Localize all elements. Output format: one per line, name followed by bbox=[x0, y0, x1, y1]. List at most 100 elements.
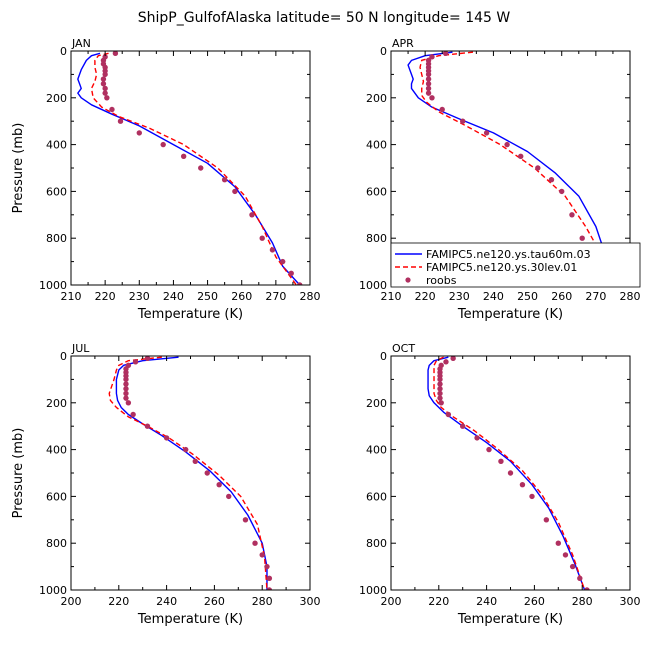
obs-point bbox=[259, 552, 265, 558]
y-tick-label: 800 bbox=[46, 232, 67, 245]
obs-point bbox=[123, 390, 129, 397]
y-tick-label: 0 bbox=[60, 350, 67, 363]
obs-point bbox=[100, 81, 107, 87]
obs-point bbox=[216, 482, 222, 488]
obs-point bbox=[569, 563, 576, 570]
x-tick-label: 260 bbox=[204, 595, 225, 608]
x-tick-label: 210 bbox=[61, 290, 82, 303]
x-tick-label: 240 bbox=[483, 290, 504, 303]
obs-point bbox=[259, 235, 265, 241]
obs-point bbox=[425, 81, 432, 87]
panel-month-label: APR bbox=[392, 37, 414, 50]
x-axis-label: Temperature (K) bbox=[137, 307, 243, 322]
x-tick-label: 210 bbox=[381, 290, 402, 303]
panel-jan: 210 220 230 240 250 260 270 280 0 200 400 600 800 100… bbox=[11, 37, 321, 322]
obs-point bbox=[439, 106, 445, 113]
obs-point bbox=[221, 177, 228, 183]
obs-point bbox=[144, 356, 151, 362]
x-tick-label: 250 bbox=[517, 290, 538, 303]
y-tick-label: 800 bbox=[366, 537, 387, 550]
x-tick-label: 220 bbox=[108, 595, 129, 608]
y-tick-label: 400 bbox=[366, 139, 387, 152]
legend-label-obs: roobs bbox=[426, 274, 457, 287]
obs-point bbox=[498, 458, 504, 464]
x-tick-label: 220 bbox=[415, 290, 436, 303]
obs-point bbox=[543, 517, 550, 523]
x-axis-label: Temperature (K) bbox=[457, 307, 563, 322]
obs-point bbox=[507, 470, 514, 476]
model1-line bbox=[115, 356, 268, 590]
y-tick-label: 1000 bbox=[359, 279, 387, 292]
obs-point bbox=[130, 411, 136, 418]
legend-box bbox=[390, 242, 641, 288]
obs-point bbox=[144, 423, 151, 429]
panels: 210 220 230 240 250 260 270 280 0 200 400 600 800 100… bbox=[11, 37, 641, 627]
obs-point bbox=[183, 446, 189, 453]
obs-point bbox=[232, 188, 238, 195]
obs-point bbox=[180, 153, 187, 159]
model2-line bbox=[433, 356, 586, 590]
obs-point bbox=[264, 563, 270, 570]
series-group-oct bbox=[427, 356, 590, 590]
model1-line bbox=[407, 51, 617, 285]
obs-point bbox=[198, 165, 204, 171]
obs-point bbox=[579, 235, 585, 241]
obs-point bbox=[279, 258, 286, 265]
y-tick-label: 1000 bbox=[359, 584, 387, 597]
y-tick-label: 1000 bbox=[39, 279, 67, 292]
obs-point bbox=[504, 141, 510, 148]
y-tick-label: 600 bbox=[46, 490, 67, 503]
x-tick-label: 280 bbox=[620, 290, 641, 303]
obs-point bbox=[249, 212, 255, 218]
model1-line bbox=[77, 52, 301, 285]
obs-point bbox=[437, 395, 443, 401]
obs-point bbox=[204, 470, 210, 476]
y-tick-label: 600 bbox=[46, 185, 67, 198]
x-tick-label: 280 bbox=[572, 595, 593, 608]
y-tick-label: 600 bbox=[366, 490, 387, 503]
y-axis-label: Pressure (mb) bbox=[11, 428, 26, 519]
y-tick-label: 400 bbox=[46, 139, 67, 152]
x-axis-label: Temperature (K) bbox=[137, 612, 243, 627]
figure-title: ShipP_GulfofAlaska latitude= 50 N longit… bbox=[138, 10, 511, 26]
obs-point bbox=[112, 51, 119, 57]
panel-month-label: JUL bbox=[71, 342, 90, 355]
obs-point bbox=[437, 381, 443, 387]
obs-point bbox=[443, 359, 449, 365]
model2-line bbox=[419, 51, 617, 285]
x-tick-label: 200 bbox=[61, 595, 82, 608]
obs-point bbox=[425, 85, 432, 92]
y-tick-label: 800 bbox=[366, 232, 387, 245]
obs-point bbox=[192, 458, 198, 464]
obs-point bbox=[460, 423, 466, 429]
x-axis-label: Temperature (K) bbox=[457, 612, 563, 627]
y-tick-label: 200 bbox=[46, 397, 67, 410]
obs-point bbox=[102, 90, 108, 96]
obs-point bbox=[252, 540, 258, 546]
x-tick-label: 230 bbox=[449, 290, 470, 303]
x-tick-label: 240 bbox=[163, 290, 184, 303]
obs-point bbox=[297, 282, 303, 285]
legend-label-model1: FAMIPC5.ne120.ys.tau60m.03 bbox=[426, 248, 591, 261]
x-tick-label: 240 bbox=[156, 595, 177, 608]
obs-point bbox=[266, 587, 273, 590]
obs-point bbox=[123, 376, 129, 383]
panel-month-label: JAN bbox=[71, 37, 91, 50]
obs-point bbox=[425, 71, 432, 78]
obs-point bbox=[102, 85, 108, 92]
obs-point bbox=[460, 118, 466, 124]
x-tick-label: 280 bbox=[300, 290, 321, 303]
obs-point bbox=[100, 76, 107, 82]
obs-point bbox=[123, 386, 129, 392]
obs-point bbox=[437, 390, 443, 397]
model2-line bbox=[90, 52, 297, 285]
x-tick-label: 260 bbox=[231, 290, 252, 303]
y-tick-label: 200 bbox=[46, 92, 67, 105]
legend-swatch-obs bbox=[405, 277, 411, 283]
legend: FAMIPC5.ne120.ys.tau60m.03 FAMIPC5.ne120… bbox=[390, 242, 641, 288]
obs-point bbox=[474, 435, 480, 441]
obs-point bbox=[577, 575, 583, 581]
y-tick-label: 200 bbox=[366, 397, 387, 410]
panel-apr: 210 220 230 240 250 260 270 280 0 200 400 600 800 100… bbox=[359, 37, 641, 322]
obs-point bbox=[529, 493, 535, 500]
